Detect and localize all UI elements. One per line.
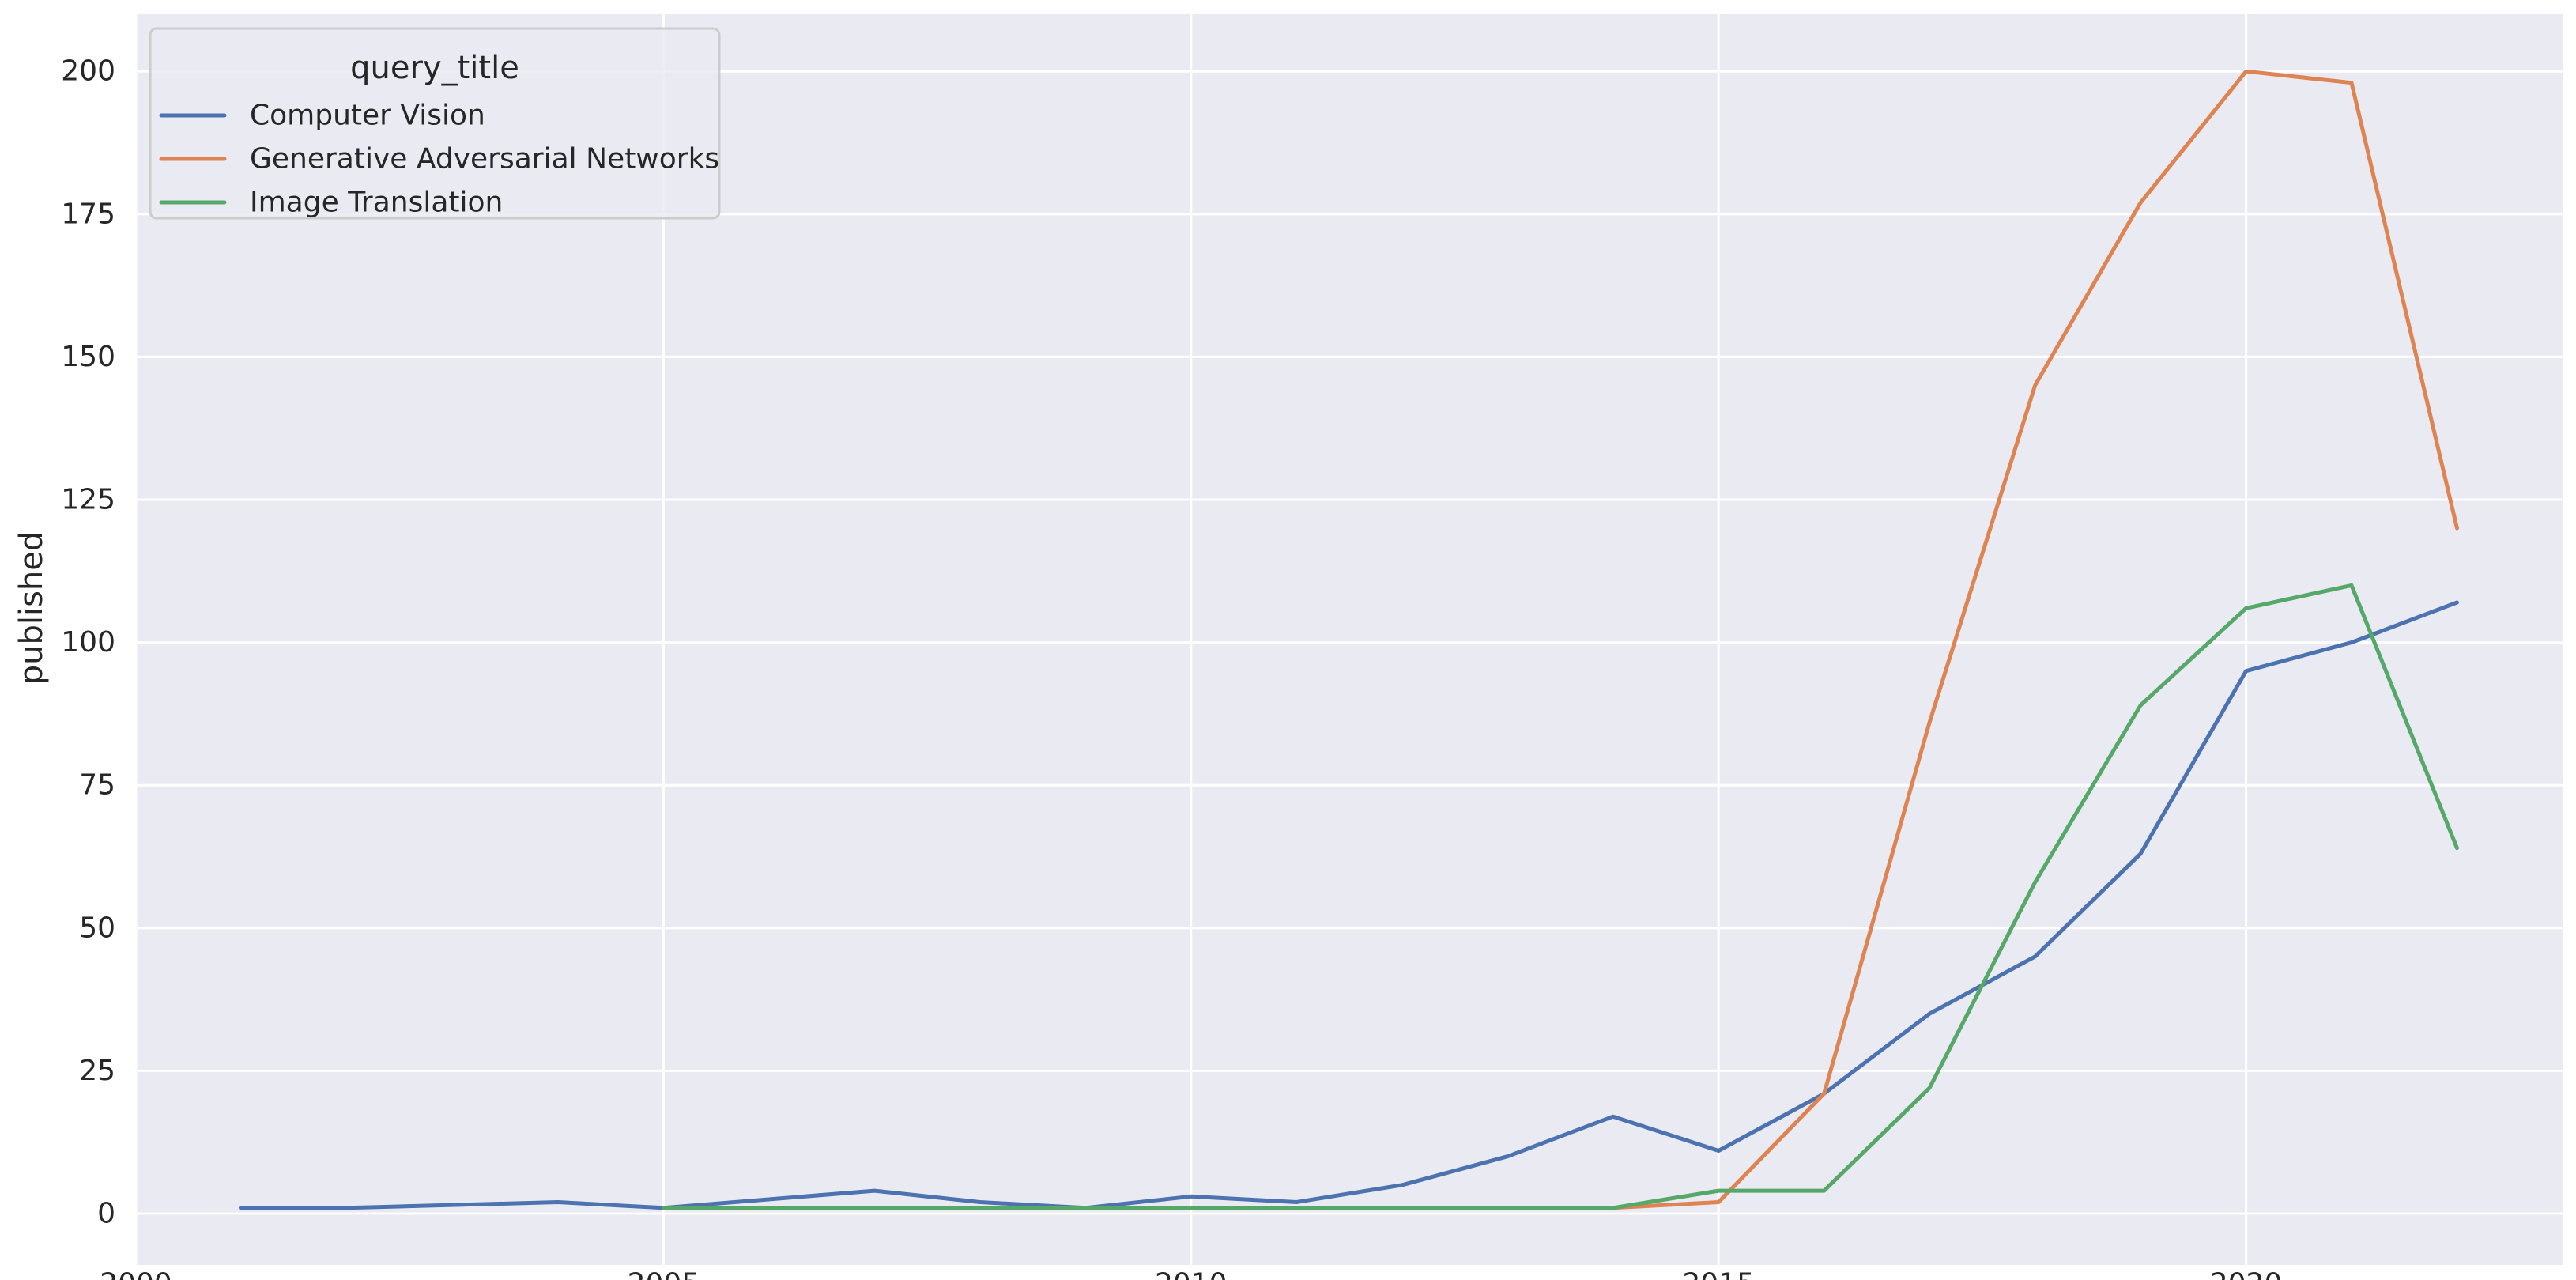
grid-lines — [134, 14, 2563, 1265]
plot-background — [136, 14, 2563, 1265]
legend-entry: Image Translation — [250, 187, 503, 219]
x-axis-ticks: 2000 2005 2010 2015 2020 — [100, 1268, 2282, 1280]
x-tick-label: 2000 — [100, 1268, 172, 1280]
y-tick-label: 125 — [61, 484, 115, 516]
y-axis-ticks: 0 25 50 75 100 125 150 175 200 — [61, 55, 115, 1230]
y-tick-label: 150 — [61, 341, 115, 373]
y-tick-label: 25 — [79, 1055, 115, 1087]
series-line — [239, 600, 2459, 1210]
y-tick-label: 50 — [79, 912, 115, 944]
legend-entry: Generative Adversarial Networks — [250, 143, 719, 176]
legend-title: query_title — [350, 50, 519, 86]
y-tick-label: 100 — [61, 626, 115, 659]
legend: query_title Computer Vision Generative Ad… — [149, 27, 721, 220]
y-tick-label: 200 — [61, 55, 115, 88]
x-tick-label: 2015 — [1682, 1268, 1755, 1280]
x-tick-label: 2010 — [1155, 1268, 1228, 1280]
series-line — [661, 583, 2459, 1210]
y-tick-label: 0 — [97, 1197, 115, 1229]
x-tick-label: 2005 — [628, 1268, 700, 1280]
legend-box — [149, 27, 721, 220]
series-lines — [239, 69, 2459, 1210]
y-tick-label: 75 — [79, 769, 115, 802]
legend-entry: Computer Vision — [250, 100, 485, 132]
y-tick-label: 175 — [61, 198, 115, 230]
series-line — [1611, 69, 2459, 1210]
x-tick-label: 2020 — [2210, 1268, 2283, 1280]
y-axis-label: published — [13, 531, 50, 685]
